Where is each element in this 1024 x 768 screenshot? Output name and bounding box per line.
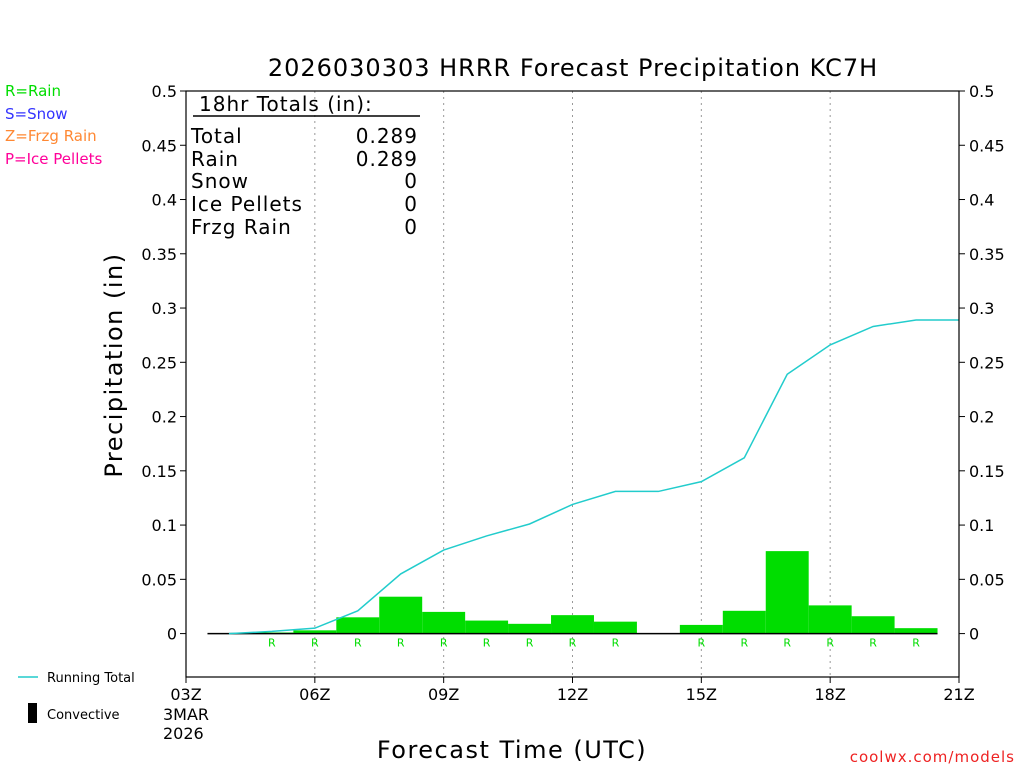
ptype-marker-hour-5: R [268, 637, 276, 650]
convective-legend-label: Convective [47, 708, 120, 723]
bar-hour-10 [465, 620, 509, 634]
ptype-marker-hour-16: R [740, 637, 748, 650]
x-axis-label: Forecast Time (UTC) [377, 736, 647, 764]
y-ticks-left: 0 0.05 0.1 0.15 0.2 0.25 0.3 0.35 0.4 0.45 0.5 [141, 82, 186, 644]
y-tick-left-label: 0.05 [141, 570, 177, 589]
hourly-bars [250, 551, 938, 634]
x-tick-label-09Z: 09Z [428, 685, 459, 704]
y-tick-right-label: 0.1 [969, 516, 994, 535]
y-tick-left-label: 0.35 [141, 245, 177, 264]
y-tick-right-label: 0.2 [969, 408, 994, 427]
x-tick-label-18Z: 18Z [815, 685, 846, 704]
y-tick-right-label: 0.45 [969, 136, 1005, 155]
totals-label-total: Total [190, 124, 243, 148]
ptype-marker-hour-15: R [698, 637, 706, 650]
y-tick-right-label: 0.4 [969, 191, 994, 210]
y-tick-right-label: 0.5 [969, 82, 994, 101]
totals-value-total: 0.289 [356, 124, 418, 148]
ptype-legend-ice-pellets: P=Ice Pellets [5, 150, 102, 168]
bar-hour-16 [722, 610, 766, 634]
totals-label-rain: Rain [191, 147, 239, 171]
y-tick-right-label: 0.05 [969, 570, 1005, 589]
bar-hour-6 [293, 630, 337, 634]
y-tick-left-label: 0.2 [152, 408, 177, 427]
y-tick-left-label: 0.5 [152, 82, 177, 101]
totals-label-snow: Snow [191, 169, 249, 193]
ptype-marker-hour-13: R [612, 637, 620, 650]
ptype-marker-hour-7: R [354, 637, 362, 650]
x-tick-label-12Z: 12Z [557, 685, 588, 704]
ptype-marker-hour-11: R [526, 637, 534, 650]
totals-value-snow: 0 [404, 169, 418, 193]
ptype-marker-hour-12: R [569, 637, 577, 650]
ptype-marker-hour-6: R [311, 637, 319, 650]
x-start-date-month: 3MAR [163, 705, 209, 724]
y-tick-right-label: 0.15 [969, 462, 1005, 481]
bar-hour-13 [593, 621, 637, 634]
convective-legend-swatch [28, 703, 37, 723]
totals-label-frzg-rain: Frzg Rain [191, 215, 292, 239]
y-axis-label: Precipitation (in) [100, 252, 128, 477]
totals-heading: 18hr Totals (in): [199, 92, 373, 116]
running-total-series [228, 319, 959, 635]
totals-value-ice-pellets: 0 [404, 192, 418, 216]
totals-value-frzg-rain: 0 [404, 215, 418, 239]
totals-label-ice-pellets: Ice Pellets [191, 192, 303, 216]
series-legend: Running Total Convective [18, 671, 135, 723]
x-ticks: 03Z 06Z 09Z 12Z 15Z 18Z 21Z [170, 677, 975, 704]
bar-hour-8 [379, 596, 423, 634]
bar-hour-20 [894, 628, 938, 634]
x-tick-label-15Z: 15Z [686, 685, 717, 704]
y-tick-right-label: 0.35 [969, 245, 1005, 264]
bar-hour-12 [551, 615, 594, 634]
x-tick-label-06Z: 06Z [299, 685, 330, 704]
y-tick-right-label: 0.3 [969, 299, 994, 318]
ptype-legend: R=Rain S=Snow Z=Frzg Rain P=Ice Pellets [5, 82, 102, 168]
bar-hour-9 [422, 611, 466, 634]
ptype-marker-hour-20: R [912, 637, 920, 650]
x-tick-label-03Z: 03Z [170, 685, 201, 704]
totals-value-rain: 0.289 [356, 147, 418, 171]
running-total-legend-label: Running Total [47, 671, 135, 686]
y-ticks-right: 0 0.05 0.1 0.15 0.2 0.25 0.3 0.35 0.4 0.45 0.5 [959, 82, 1005, 644]
bar-hour-19 [851, 616, 895, 634]
y-tick-left-label: 0.1 [152, 516, 177, 535]
x-tick-label-21Z: 21Z [943, 685, 974, 704]
ptype-legend-snow: S=Snow [5, 105, 68, 123]
ptype-legend-rain: R=Rain [5, 82, 61, 100]
ptype-marker-hour-9: R [440, 637, 448, 650]
running-total-line [228, 319, 959, 635]
x-start-date-year: 2026 [163, 724, 204, 743]
y-tick-left-label: 0.15 [141, 462, 177, 481]
ptype-marker-hour-17: R [783, 637, 791, 650]
ptype-legend-frzg-rain: Z=Frzg Rain [5, 127, 97, 145]
y-tick-left-label: 0.3 [152, 299, 177, 318]
y-tick-left-label: 0.4 [152, 191, 177, 210]
totals-box: 18hr Totals (in): Total 0.289 Rain 0.289… [190, 92, 420, 239]
bar-hour-17 [765, 551, 809, 634]
credit-text: coolwx.com/models [850, 748, 1015, 766]
ptype-marker-hour-19: R [869, 637, 877, 650]
chart-title: 2026030303 HRRR Forecast Precipitation K… [268, 54, 878, 82]
y-tick-left-label: 0 [167, 625, 177, 644]
y-tick-left-label: 0.25 [141, 353, 177, 372]
gridlines [314, 91, 831, 677]
bar-hour-15 [679, 624, 723, 634]
y-tick-right-label: 0 [969, 625, 979, 644]
bar-hour-18 [808, 605, 852, 634]
y-tick-left-label: 0.45 [141, 136, 177, 155]
y-tick-right-label: 0.25 [969, 353, 1005, 372]
bar-hour-7 [336, 617, 380, 634]
bar-hour-11 [508, 623, 552, 634]
ptype-marker-hour-10: R [483, 637, 491, 650]
ptype-marker-hour-18: R [826, 637, 834, 650]
ptype-marker-hour-8: R [397, 637, 405, 650]
